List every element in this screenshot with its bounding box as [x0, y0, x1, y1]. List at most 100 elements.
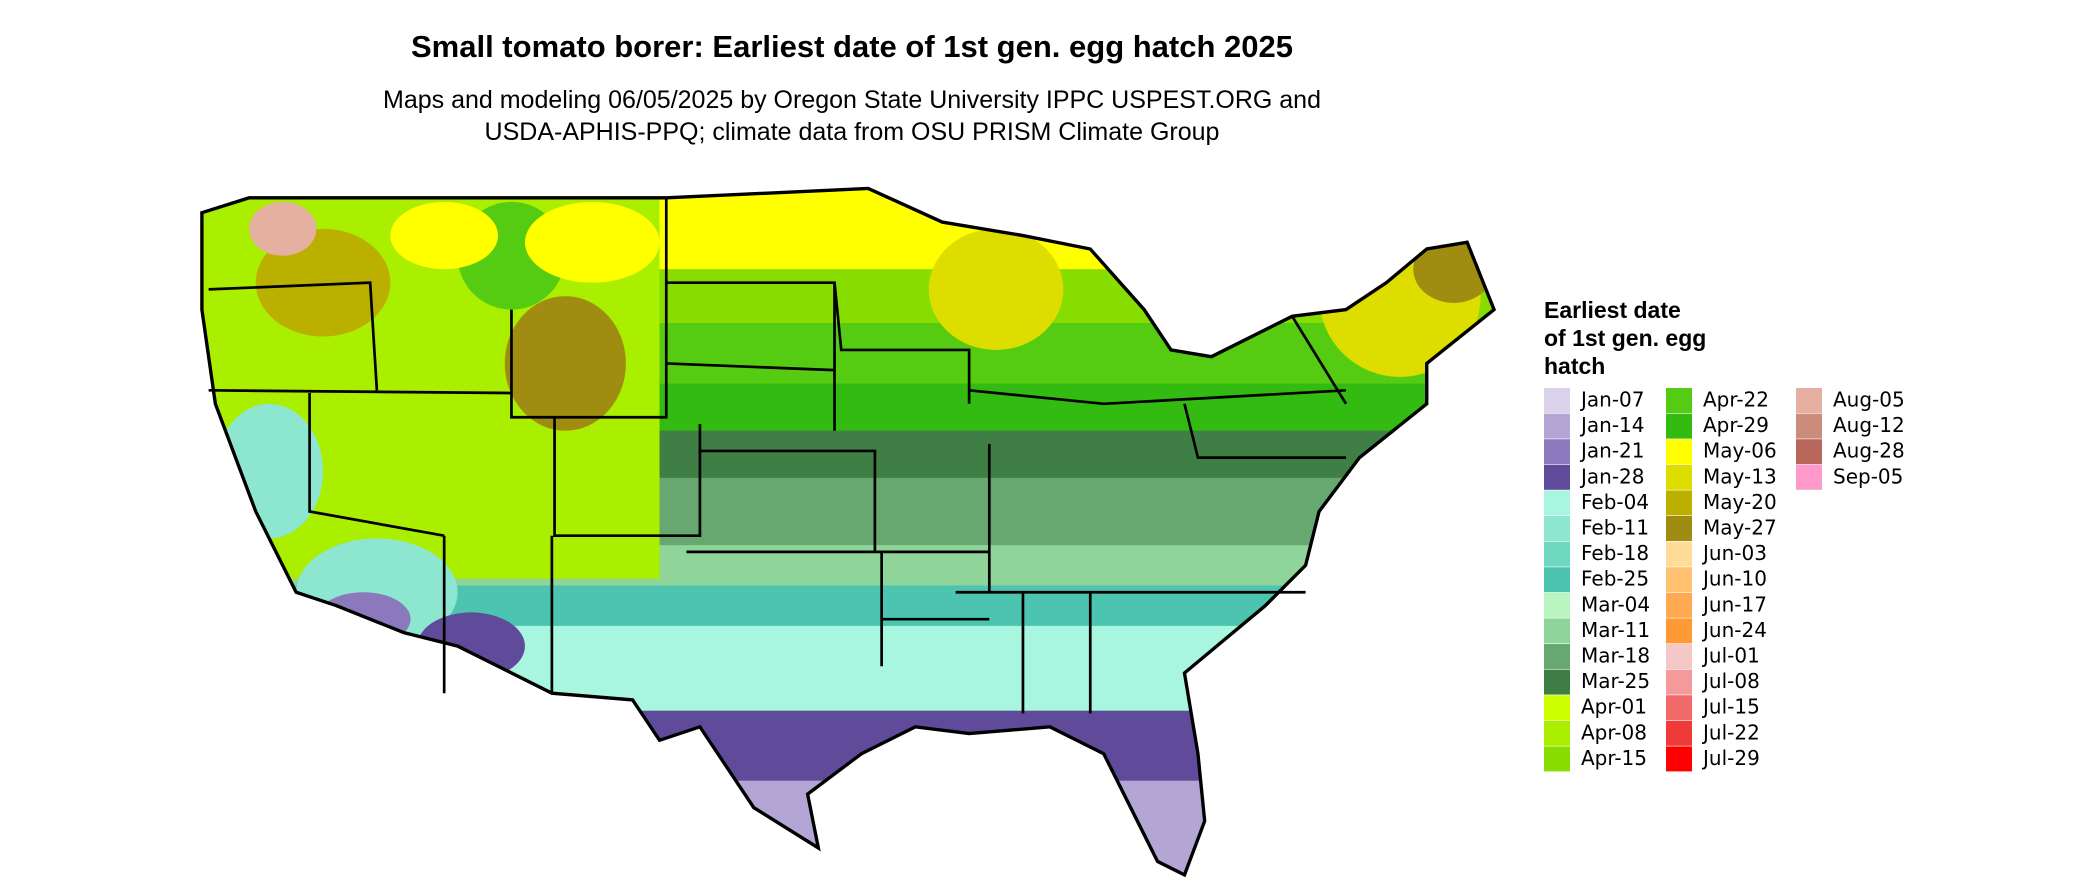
zone — [249, 201, 317, 256]
legend-swatch — [1666, 618, 1692, 644]
legend-swatch — [1544, 413, 1570, 439]
legend-label: Aug-28 — [1833, 439, 1905, 463]
legend-swatch — [1666, 439, 1692, 465]
legend-label: Jan-14 — [1579, 413, 1645, 437]
zone — [928, 228, 1064, 350]
legend-swatch — [1544, 567, 1570, 593]
legend-label: Feb-25 — [1581, 567, 1649, 591]
map — [200, 186, 1497, 878]
legend-swatch — [1666, 695, 1692, 721]
legend-item: Jul-15 — [1666, 695, 1760, 721]
legend-swatch — [1666, 464, 1692, 490]
legend-label: Mar-25 — [1581, 669, 1650, 693]
country-outline — [200, 186, 1497, 878]
legend-swatch — [1544, 490, 1570, 516]
map-fill — [201, 188, 1495, 875]
legend-swatch — [1666, 567, 1692, 593]
zone — [201, 780, 1495, 875]
zone — [390, 201, 499, 270]
legend-swatch — [1666, 644, 1692, 669]
legend-item: Mar-25 — [1544, 669, 1650, 695]
legend-item: Feb-11 — [1544, 516, 1649, 541]
legend-label: Apr-29 — [1703, 413, 1769, 437]
legend-label: May-06 — [1703, 439, 1777, 463]
zone — [201, 710, 1495, 785]
legend-label: Apr-08 — [1581, 720, 1647, 744]
legend-item: May-13 — [1666, 464, 1777, 490]
legend-item: Mar-18 — [1544, 644, 1650, 669]
legend-swatch — [1796, 388, 1822, 413]
legend-label: May-20 — [1703, 490, 1777, 514]
legend-swatch — [1666, 592, 1692, 618]
legend-title: of 1st gen. egg — [1544, 325, 1706, 351]
legend-item: May-20 — [1666, 490, 1777, 516]
legend-swatch — [1544, 541, 1570, 567]
legend-label: Jan-07 — [1579, 388, 1645, 412]
legend-label: Jun-17 — [1701, 592, 1767, 616]
legend-item: Apr-22 — [1666, 388, 1769, 413]
legend-item: Feb-18 — [1544, 541, 1649, 567]
legend-label: Apr-22 — [1703, 388, 1769, 412]
legend-item: Feb-25 — [1544, 567, 1649, 593]
legend-item: Mar-11 — [1544, 618, 1650, 644]
legend-swatch — [1666, 388, 1692, 413]
legend-swatch — [1796, 464, 1822, 490]
legend-item: Feb-04 — [1544, 490, 1649, 516]
zone — [524, 201, 660, 283]
legend-swatch — [1666, 541, 1692, 567]
legend-swatch — [1544, 695, 1570, 721]
zone — [215, 403, 324, 539]
legend-swatch — [1544, 720, 1570, 746]
legend-label: Feb-18 — [1581, 541, 1649, 565]
legend-swatch — [1544, 388, 1570, 413]
legend-label: Jul-29 — [1701, 746, 1760, 770]
legend-label: Mar-11 — [1581, 618, 1650, 642]
legend-item: Jun-03 — [1666, 541, 1767, 567]
legend-label: Feb-04 — [1581, 490, 1649, 514]
legend-swatch — [1796, 413, 1822, 439]
legend-item: Jun-17 — [1666, 592, 1767, 618]
map-title: Small tomato borer: Earliest date of 1st… — [411, 29, 1293, 64]
legend-item: Apr-29 — [1666, 413, 1769, 439]
legend-swatch — [1544, 464, 1570, 490]
legend-label: Jan-28 — [1579, 464, 1645, 488]
legend-label: Jul-08 — [1701, 669, 1760, 693]
legend-swatch — [1666, 720, 1692, 746]
map-subtitle: USDA-APHIS-PPQ; climate data from OSU PR… — [485, 118, 1220, 146]
legend-label: Jun-10 — [1701, 567, 1767, 591]
legend-swatch — [1544, 669, 1570, 695]
legend-item: Apr-08 — [1544, 720, 1647, 746]
legend-item: May-27 — [1666, 516, 1777, 541]
zone — [316, 592, 411, 647]
legend-item: Jul-08 — [1666, 669, 1760, 695]
legend-label: Aug-05 — [1833, 388, 1905, 412]
legend-label: Jul-22 — [1701, 720, 1760, 744]
legend-title: hatch — [1544, 353, 1605, 379]
legend-item: Aug-12 — [1796, 413, 1905, 439]
legend-label: Mar-18 — [1581, 644, 1650, 668]
legend-swatch — [1796, 439, 1822, 465]
zone — [504, 296, 626, 431]
legend-item: Apr-15 — [1544, 746, 1647, 772]
legend-item: Jun-24 — [1666, 618, 1767, 644]
state-borders — [208, 197, 1348, 714]
legend-label: Aug-12 — [1833, 413, 1905, 437]
legend-label: Jun-24 — [1701, 618, 1767, 642]
legend-label: Feb-11 — [1581, 516, 1649, 540]
legend-title: Earliest date — [1544, 297, 1681, 323]
legend-swatch — [1544, 516, 1570, 541]
legend-item: Jul-01 — [1666, 644, 1760, 669]
legend-item: Aug-28 — [1796, 439, 1905, 465]
legend-item: Jun-10 — [1666, 567, 1767, 593]
legend-item: Jul-29 — [1666, 746, 1760, 772]
legend-item: May-06 — [1666, 439, 1777, 465]
legend-label: Apr-01 — [1581, 695, 1647, 719]
legend-swatch — [1666, 490, 1692, 516]
legend-item: Aug-05 — [1796, 388, 1905, 413]
legend-swatch — [1666, 516, 1692, 541]
zone — [201, 625, 1495, 714]
legend: Jan-07Jan-14Jan-21Jan-28Feb-04Feb-11Feb-… — [1544, 388, 1905, 772]
legend-label: Sep-05 — [1833, 464, 1903, 488]
legend-swatch — [1544, 618, 1570, 644]
